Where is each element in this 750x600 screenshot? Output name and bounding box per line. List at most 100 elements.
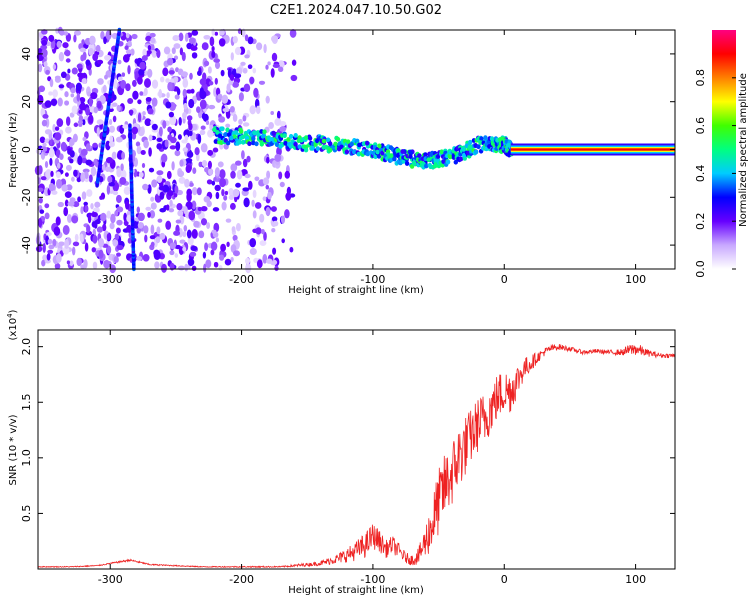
spectrogram-cell [149, 210, 156, 219]
spectrogram-cell [174, 94, 180, 100]
spectrogram-cell [148, 167, 155, 173]
spectrogram-cell [274, 118, 282, 126]
snr-multiplier-base: (x10 [8, 318, 19, 341]
spectrogram-cell [211, 46, 215, 52]
spectrogram-cell [143, 87, 148, 96]
spectrogram-cell [238, 118, 243, 125]
spectrogram-cell [88, 96, 93, 107]
spectrogram-cell [43, 61, 48, 68]
spectrogram-cell [184, 32, 189, 43]
spectrogram-cell [54, 75, 61, 80]
spectrogram-cell [59, 153, 64, 160]
spectrogram-cell [228, 194, 235, 200]
spectrogram-cell [144, 234, 148, 243]
spectrogram-cell [150, 120, 154, 125]
spectrogram-cell [167, 190, 174, 197]
spectrogram-cell [124, 45, 129, 50]
spectrogram-cell [160, 76, 165, 83]
spectrogram-cell [145, 35, 152, 42]
spectrogram-cell [90, 211, 98, 218]
spectrogram-cell [225, 123, 231, 128]
spectrogram-cell [39, 136, 46, 144]
spectrogram-cell [232, 35, 238, 44]
spectrogram-cell [272, 63, 280, 68]
spectrogram-cell [79, 47, 87, 53]
spectrogram-cell [69, 158, 74, 164]
colorbar-tick-label: 0.6 [694, 117, 707, 135]
spectrogram-cell [143, 78, 152, 88]
spectrogram-cell [106, 233, 111, 241]
spectrogram-cell [45, 69, 50, 75]
spectrogram-cell [136, 206, 141, 214]
y-tick-label: 1.5 [20, 394, 33, 412]
snr-y-ticks: 0.5 1.0 1.5 2.0 [20, 338, 675, 522]
spectrogram-cell [274, 153, 282, 162]
spectrogram-cell [139, 61, 146, 70]
spectrogram-cell [243, 83, 251, 93]
spectrogram-cell [127, 98, 134, 104]
spectrogram-cell [147, 68, 153, 78]
spectrogram-cell [279, 126, 287, 132]
spectrogram-cell [112, 239, 119, 247]
spectrogram-cell [244, 34, 249, 42]
spectrogram-cell [122, 124, 129, 129]
spectrogram-cell [87, 213, 92, 224]
spectrogram-cell [76, 63, 83, 69]
spectrogram-cell [85, 59, 91, 66]
spectrogram-cell [53, 226, 61, 236]
spectrogram-cell [151, 179, 158, 188]
spectrogram-cell [41, 119, 48, 127]
x-tick-label: -100 [360, 573, 385, 586]
spectrogram-cell [168, 111, 175, 118]
spectrogram-cell [44, 160, 49, 169]
spectrogram-cell [256, 42, 263, 51]
x-tick-label: -200 [229, 273, 254, 286]
figure-title: C2E1.2024.047.10.50.G02 [270, 3, 442, 18]
spectrogram-cell [158, 126, 163, 137]
spectrogram-cell [136, 145, 142, 155]
x-tick-label: -200 [229, 573, 254, 586]
spectrogram-cell [272, 220, 279, 227]
spectrogram-cell [166, 57, 174, 66]
spectrogram-cell [84, 171, 89, 179]
spectrogram-cell [38, 197, 43, 204]
spectrogram-cell [90, 166, 97, 177]
spectrogram-cell [507, 150, 512, 156]
spectrogram-cell [293, 133, 298, 138]
spectrogram-cell [212, 207, 220, 212]
spectrogram-cell [168, 70, 175, 75]
spectrogram-cell [64, 191, 72, 198]
spectrogram-cell [99, 195, 103, 200]
spectrogram-cell [177, 134, 182, 140]
spectrogram-cell [377, 143, 382, 149]
spectrogram-cell [478, 140, 483, 146]
spectrogram-cell [84, 131, 89, 139]
spectrogram-cell [136, 256, 143, 261]
spectrogram-cell [145, 206, 152, 211]
spectrogram-cell [137, 112, 142, 123]
spectrogram-cell [62, 225, 70, 235]
spectrogram-cell [121, 151, 126, 160]
spectrogram-cell [235, 67, 243, 75]
spectrogram-cell [112, 79, 118, 89]
spectrogram-cell [66, 214, 73, 223]
spectrogram-cell [110, 213, 116, 224]
spectrogram-cell [176, 88, 181, 96]
spectrogram-cell [40, 44, 48, 50]
spectrogram-cell [123, 186, 131, 196]
spectrogram-cell [41, 48, 48, 58]
spectrogram-cell [184, 263, 189, 272]
spectrogram-cell [150, 37, 156, 44]
spectrogram-cell [219, 169, 226, 179]
spectrogram-cell [48, 91, 53, 96]
spectrogram-cell [180, 71, 188, 77]
spectrogram-cell [85, 107, 90, 116]
spectrogram-cell [211, 50, 216, 58]
spectrogram-cell [103, 36, 107, 45]
spectrogram-cell [64, 100, 70, 106]
y-tick-label: 20 [20, 95, 33, 109]
spectrogram-cell [64, 239, 70, 249]
spectrogram-cell [461, 147, 466, 152]
spectrogram-cell [232, 113, 238, 122]
spectrogram-cell [215, 191, 220, 200]
